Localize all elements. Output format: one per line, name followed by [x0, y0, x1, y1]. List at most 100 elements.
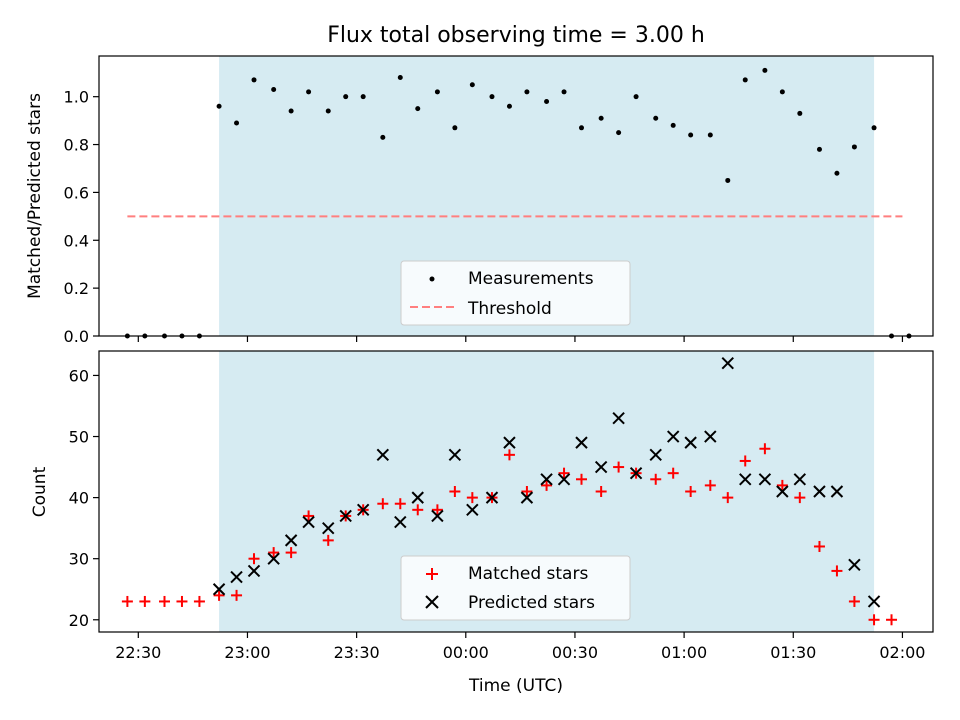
bottom-x-tick-label: 01:30	[770, 643, 816, 662]
top-measurements-point	[834, 170, 840, 176]
bottom-predicted-stars-point	[813, 485, 826, 498]
top-legend-box	[400, 260, 631, 326]
top-measurements-point	[633, 94, 639, 100]
top-measurements-point	[234, 120, 240, 126]
top-measurements-point	[797, 110, 803, 116]
bottom-matched-stars-point	[613, 461, 625, 473]
bottom-predicted-stars-point	[649, 448, 662, 462]
top-measurements-point	[670, 122, 676, 128]
bottom-y-axis-label: Count	[30, 466, 50, 517]
bottom-predicted-stars-point	[520, 491, 534, 504]
bottom-matched-stars-point	[541, 479, 553, 491]
top-measurements-point	[707, 132, 713, 138]
legend-measurements-label: Measurements	[468, 269, 594, 289]
bottom-predicted-stars-point	[867, 595, 881, 608]
bottom-matched-stars-point	[268, 547, 280, 559]
bottom-predicted-stars-point	[411, 491, 424, 504]
bottom-predicted-stars-point	[594, 460, 608, 474]
bottom-matched-stars-point	[176, 595, 188, 607]
legend-measurements-marker	[429, 276, 435, 282]
bottom-x-tick-label: 02:00	[879, 643, 925, 662]
top-measurements-point	[779, 89, 785, 95]
bottom-predicted-stars-point	[394, 515, 407, 529]
bottom-matched-stars-point	[322, 534, 334, 546]
legend-matched-marker	[426, 568, 438, 580]
bottom-x-tick-label: 00:00	[443, 643, 489, 662]
top-measurements-point	[452, 125, 458, 131]
x-axis-label: Time (UTC)	[468, 676, 563, 696]
top-measurements-point	[469, 82, 475, 88]
bottom-x-tick-label: 22:30	[115, 643, 161, 662]
bottom-x-tick-label: 01:00	[661, 643, 707, 662]
legend-matched-label: Matched stars	[468, 564, 588, 584]
top-y-tick-label: 0.2	[64, 279, 89, 298]
bottom-predicted-stars-point	[612, 411, 625, 425]
top-measurements-point	[306, 89, 312, 95]
top-measurements-point	[816, 146, 822, 152]
bottom-matched-stars-point	[248, 553, 260, 565]
bottom-matched-stars-point	[121, 595, 133, 607]
bottom-predicted-stars-point	[230, 570, 243, 584]
top-y-tick-label: 1.0	[64, 88, 89, 107]
bottom-predicted-stars-point	[322, 521, 335, 535]
top-measurements-point	[653, 115, 659, 121]
bottom-predicted-stars-point	[267, 552, 280, 565]
top-y-tick-label: 0.0	[64, 327, 89, 346]
bottom-matched-stars-point	[794, 492, 806, 504]
bottom-matched-stars-point	[412, 504, 424, 516]
bottom-predicted-stars-point	[339, 509, 352, 523]
top-axes-frame	[98, 55, 934, 337]
top-measurements-point	[544, 98, 550, 104]
top-measurements-point	[251, 77, 257, 83]
bottom-axes-frame	[98, 350, 934, 633]
top-measurements-point	[598, 115, 604, 121]
bottom-predicted-stars-point	[758, 473, 772, 486]
bottom-matched-stars-point	[449, 486, 461, 497]
bottom-predicted-stars-point	[830, 485, 844, 498]
bottom-legend-box	[400, 555, 631, 621]
bottom-predicted-stars-point	[684, 436, 697, 449]
top-y-tick-label: 0.6	[64, 183, 89, 202]
bottom-predicted-stars-point	[212, 583, 226, 596]
top-measurements-point	[851, 144, 857, 150]
bottom-matched-stars-point	[158, 595, 170, 607]
bottom-predicted-stars-point	[485, 491, 499, 504]
top-y-tick-label: 0.8	[64, 136, 89, 155]
bottom-predicted-stars-point	[704, 430, 717, 443]
bottom-matched-stars-point	[394, 498, 406, 510]
bottom-predicted-stars-point	[284, 534, 298, 547]
bottom-predicted-stars-point	[776, 485, 789, 498]
top-measurements-point	[216, 103, 222, 109]
bottom-x-tick-label: 23:30	[334, 643, 380, 662]
bottom-predicted-stars-point	[356, 503, 370, 517]
bottom-matched-stars-point	[466, 492, 478, 504]
bottom-matched-stars-point	[193, 595, 205, 607]
top-y-tick-label: 0.4	[64, 231, 89, 250]
top-measurements-point	[434, 89, 440, 95]
bottom-matched-stars-point	[431, 504, 443, 516]
bottom-predicted-stars-point	[793, 473, 807, 486]
top-legend: Measurements Threshold	[400, 260, 631, 326]
bottom-predicted-stars-point	[448, 448, 462, 462]
bottom-predicted-stars-point	[540, 473, 553, 486]
top-measurements-point	[380, 134, 386, 140]
top-measurements-point	[762, 67, 768, 73]
bottom-legend: Matched stars Predicted stars	[400, 555, 631, 621]
bottom-matched-stars-point	[521, 486, 533, 497]
bottom-matched-stars-point	[685, 486, 697, 497]
bottom-matched-stars-point	[813, 540, 825, 552]
legend-predicted-label: Predicted stars	[468, 593, 595, 613]
chart-title: Flux total observing time = 3.00 h	[327, 23, 705, 48]
bottom-predicted-stars-point	[503, 436, 516, 449]
bottom-matched-stars-point	[558, 467, 570, 479]
bottom-predicted-stars-point	[739, 473, 752, 486]
top-measurements-point	[271, 87, 277, 93]
bottom-matched-stars-point	[739, 455, 751, 467]
top-measurements-point	[506, 103, 512, 109]
bottom-matched-stars-point	[285, 547, 297, 559]
bottom-predicted-stars-point	[466, 503, 479, 517]
bottom-matched-stars-point	[139, 595, 151, 607]
bottom-matched-stars-point	[377, 498, 389, 510]
legend-predicted-marker	[425, 595, 439, 609]
bottom-matched-stars-point	[503, 449, 515, 461]
